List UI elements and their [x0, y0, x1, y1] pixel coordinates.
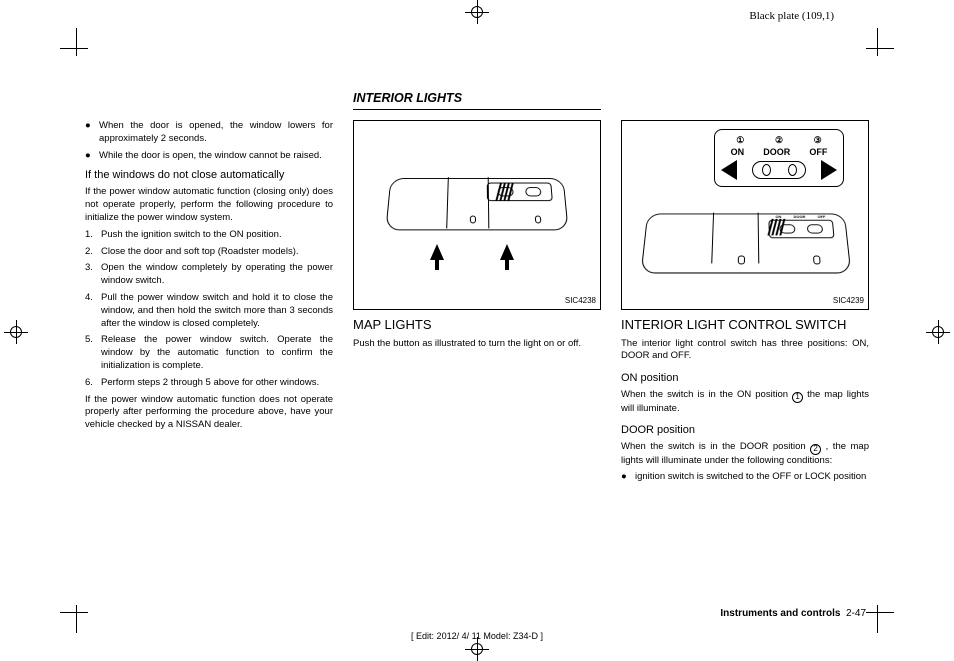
paragraph: Push the button as illustrated to turn t…: [353, 338, 601, 351]
step-text: Release the power window switch. Operate…: [101, 334, 333, 372]
bullet-text: ignition switch is switched to the OFF o…: [635, 471, 869, 484]
arrow-left-icon: [721, 160, 737, 180]
footer-edit-info: [ Edit: 2012/ 4/ 11 Model: Z34-D ]: [0, 631, 954, 641]
bullet-text: When the door is opened, the window lowe…: [99, 120, 333, 146]
figure-map-lights: SIC4238: [353, 120, 601, 310]
heading-map-lights: MAP LIGHTS: [353, 316, 601, 334]
step-text: Close the door and soft top (Roadster mo…: [101, 246, 333, 259]
registration-target: [926, 320, 950, 344]
page-content: ●When the door is opened, the window low…: [85, 60, 869, 600]
crop-mark: [866, 612, 894, 613]
crop-mark: [877, 28, 878, 56]
crop-mark: [866, 48, 894, 49]
switch-num-2: ②: [775, 134, 783, 146]
switch-num-3: ③: [814, 134, 822, 146]
switch-num-1: ①: [736, 134, 744, 146]
heading-control-switch: INTERIOR LIGHT CONTROL SWITCH: [621, 316, 869, 334]
heading-door-position: DOOR position: [621, 423, 869, 438]
footer-section-page: Instruments and controls 2-47: [720, 608, 866, 619]
paragraph: When the switch is in the ON position 1 …: [621, 389, 869, 415]
crop-mark: [76, 28, 77, 56]
plate-label: Black plate (109,1): [749, 10, 834, 22]
crop-mark: [877, 605, 878, 633]
step-text: Push the ignition switch to the ON posit…: [101, 229, 333, 242]
bullet-text: While the door is open, the window canno…: [99, 150, 333, 163]
column-3: ① ② ③ ON DOOR OFF: [621, 60, 869, 600]
column-1: ●When the door is opened, the window low…: [85, 60, 333, 600]
crop-mark: [60, 48, 88, 49]
crop-mark: [76, 605, 77, 633]
switch-panel-inset: ① ② ③ ON DOOR OFF: [714, 129, 844, 187]
column-2: INTERIOR LIGHTS SIC4238 MAP LIGHTS Push …: [353, 60, 601, 600]
crop-mark: [60, 612, 88, 613]
arrow-right-icon: [821, 160, 837, 180]
heading-on-position: ON position: [621, 371, 869, 386]
switch-label-on: ON: [731, 146, 745, 158]
paragraph: If the power window automatic function d…: [85, 394, 333, 432]
step-text: Pull the power window switch and hold it…: [101, 292, 333, 330]
circled-1-icon: 1: [792, 392, 803, 403]
subheading: If the windows do not close automaticall…: [85, 168, 333, 183]
step-text: Perform steps 2 through 5 above for othe…: [101, 377, 333, 390]
figure-label: SIC4238: [565, 296, 596, 307]
paragraph: If the power window automatic function (…: [85, 186, 333, 224]
figure-control-switch: ① ② ③ ON DOOR OFF: [621, 120, 869, 310]
registration-target: [4, 320, 28, 344]
switch-label-off: OFF: [809, 146, 827, 158]
paragraph: The interior light control switch has th…: [621, 338, 869, 364]
step-text: Open the window completely by operating …: [101, 262, 333, 288]
figure-label: SIC4239: [833, 296, 864, 307]
circled-2-icon: 2: [810, 444, 821, 455]
registration-target: [465, 0, 489, 24]
paragraph: When the switch is in the DOOR position …: [621, 441, 869, 467]
switch-label-door: DOOR: [763, 146, 790, 158]
section-title: INTERIOR LIGHTS: [353, 60, 601, 110]
